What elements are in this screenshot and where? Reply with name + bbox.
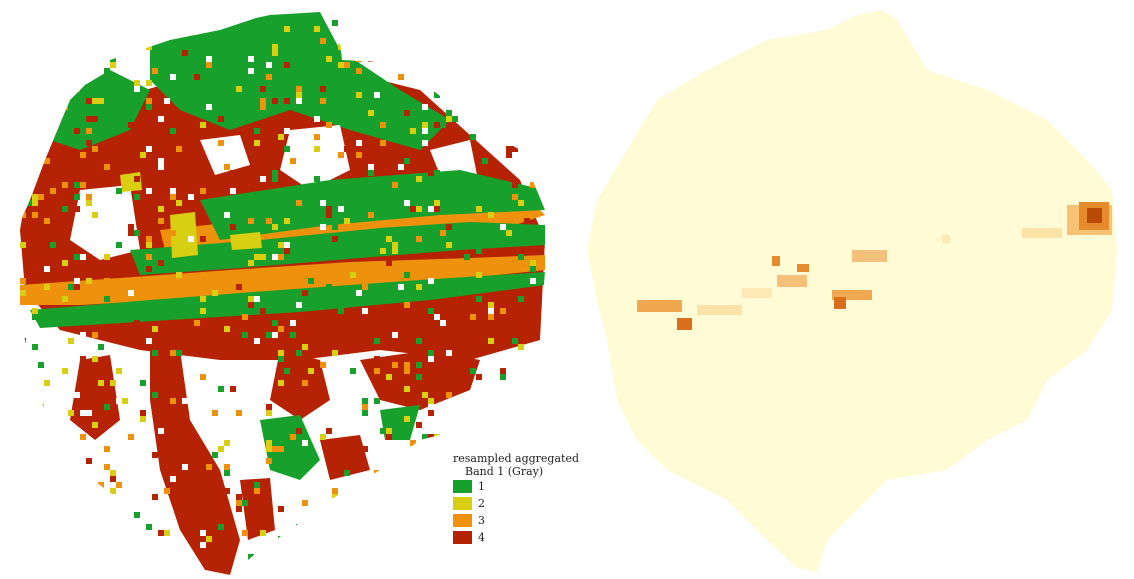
legend-item-4: 4 <box>453 529 579 546</box>
legend-swatch <box>453 497 472 510</box>
legend-band: Band 1 (Gray) <box>465 465 544 478</box>
population-hotspots <box>637 202 1112 330</box>
legend-items: 1 2 3 4 <box>453 478 579 546</box>
legend-label: 1 <box>478 480 485 493</box>
land-cover-map: resampled aggregated Band 1 (Gray) 1 2 3 4 <box>20 12 579 575</box>
legend-item-2: 2 <box>453 495 579 512</box>
legend-title: resampled aggregated <box>453 452 579 465</box>
land-cover-legend: resampled aggregated Band 1 (Gray) 1 2 3 4 <box>453 452 579 546</box>
legend-swatch <box>453 531 472 544</box>
population-raster <box>587 10 1117 572</box>
legend-label: 2 <box>478 497 485 510</box>
land-cover-raster <box>20 12 545 575</box>
legend-item-1: 1 <box>453 478 579 495</box>
legend-swatch <box>453 514 472 527</box>
legend-swatch <box>453 480 472 493</box>
population-map: population Band 1 (Gray) 46.585724 0 <box>567 0 1134 579</box>
legend-item-3: 3 <box>453 512 579 529</box>
land-cover-pixels <box>20 20 542 560</box>
legend-label: 3 <box>478 514 485 527</box>
legend-label: 4 <box>478 531 485 544</box>
